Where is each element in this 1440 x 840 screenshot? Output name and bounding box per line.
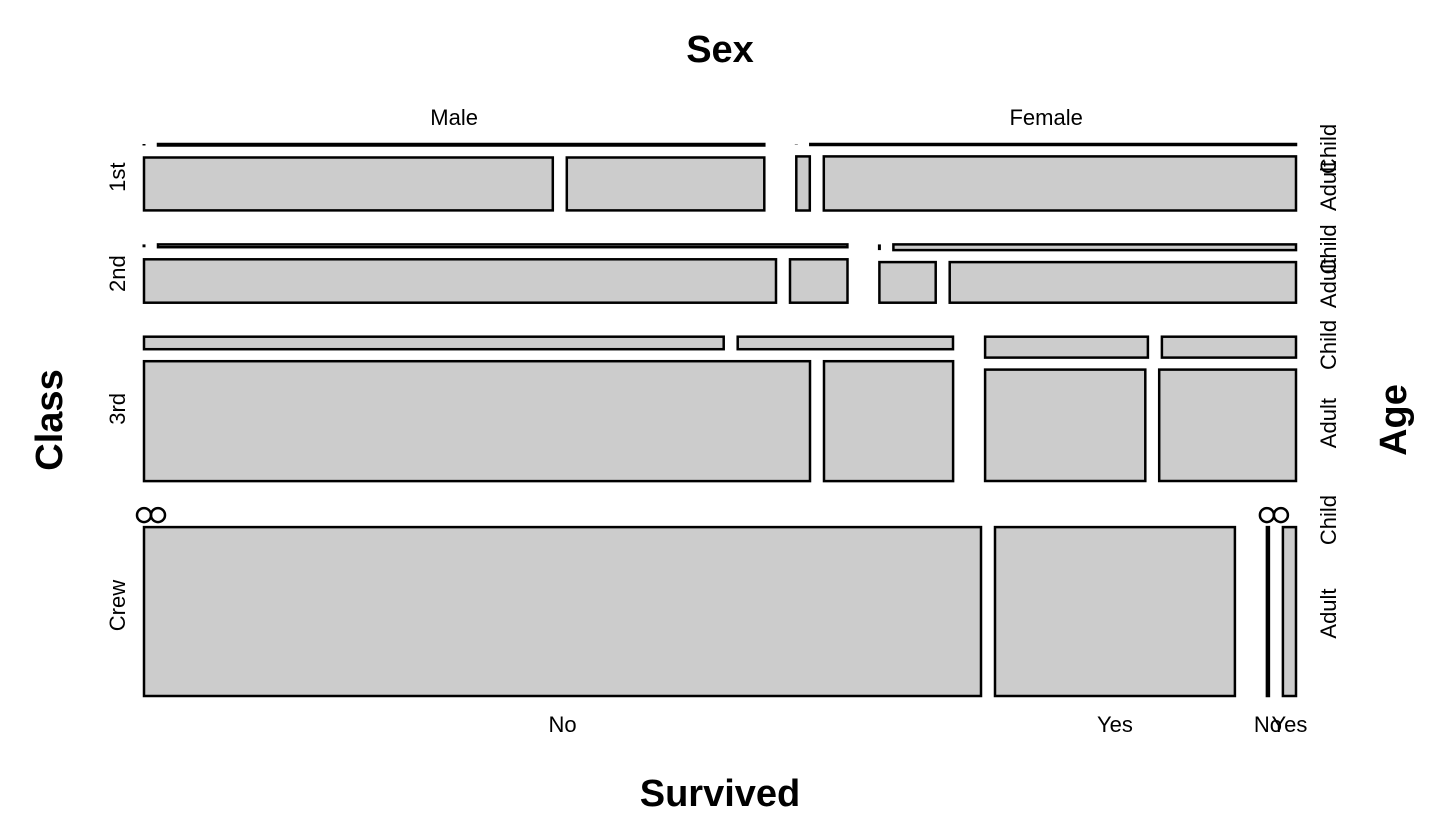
tile-3rd-female-child-yes — [1160, 335, 1298, 359]
tile-1st-female-child-yes — [809, 142, 1298, 147]
survived-label-male-no: No — [548, 712, 576, 737]
axis-title-left: Class — [29, 369, 71, 470]
tile-crew-male-adult-yes — [993, 525, 1237, 698]
tile-crew-female-adult-no — [1265, 525, 1271, 698]
tile-2nd-male-child-yes — [156, 243, 849, 249]
survived-label-male-yes: Yes — [1097, 712, 1133, 737]
tile-2nd-male-adult-no — [142, 258, 778, 304]
age-label-2nd-child: Child — [1316, 224, 1341, 274]
tile-1st-male-adult-no — [142, 156, 555, 212]
age-label-3rd-child: Child — [1316, 320, 1341, 370]
tile-crew-female-adult-yes — [1281, 525, 1298, 698]
sex-label-female: Female — [1009, 105, 1082, 130]
age-label-1st-adult: Adult — [1316, 161, 1341, 211]
tile-1st-male-child-yes — [156, 142, 766, 147]
age-label-1st-child: Child — [1316, 124, 1341, 174]
sex-label-male: Male — [430, 105, 478, 130]
tile-3rd-male-adult-no — [142, 359, 812, 483]
tile-3rd-female-adult-yes — [1157, 368, 1298, 483]
tile-crew-female-child-yes-empty — [1272, 506, 1290, 524]
survived-label-female-yes: Yes — [1271, 712, 1307, 737]
tile-3rd-male-child-yes — [736, 335, 955, 351]
tile-1st-female-adult-yes — [822, 155, 1298, 212]
tile-3rd-female-child-no — [983, 335, 1150, 359]
age-label-2nd-adult: Adult — [1316, 258, 1341, 308]
plot-area — [135, 142, 1298, 698]
age-label-3rd-adult: Adult — [1316, 398, 1341, 448]
tile-3rd-female-adult-no — [983, 368, 1147, 483]
tile-2nd-female-adult-no — [878, 260, 937, 304]
axis-title-right: Age — [1373, 384, 1415, 456]
tile-1st-male-adult-yes — [565, 156, 766, 212]
axis-title-bottom: Survived — [640, 773, 801, 815]
age-label-crew-adult: Adult — [1316, 588, 1341, 638]
tile-crew-male-child-yes-empty — [149, 506, 167, 524]
tile-3rd-male-adult-yes — [822, 359, 955, 483]
age-label-crew-child: Child — [1316, 495, 1341, 545]
tile-2nd-female-child-yes — [892, 243, 1298, 252]
class-label-3rd: 3rd — [105, 393, 130, 425]
class-label-2nd: 2nd — [105, 255, 130, 292]
tile-3rd-male-child-no — [142, 335, 725, 351]
tile-crew-male-adult-no — [142, 525, 983, 698]
tile-crew-female-child-no-empty — [1258, 506, 1276, 524]
tile-crew-male-child-no-empty — [135, 506, 153, 524]
axis-title-top: Sex — [686, 29, 754, 71]
tile-2nd-female-adult-yes — [948, 260, 1298, 304]
tile-2nd-male-adult-yes — [788, 258, 849, 304]
tile-1st-female-adult-no — [795, 155, 812, 212]
survived-label-female-no: No — [1254, 712, 1282, 737]
class-label-crew: Crew — [105, 580, 130, 631]
class-label-1st: 1st — [105, 163, 130, 192]
